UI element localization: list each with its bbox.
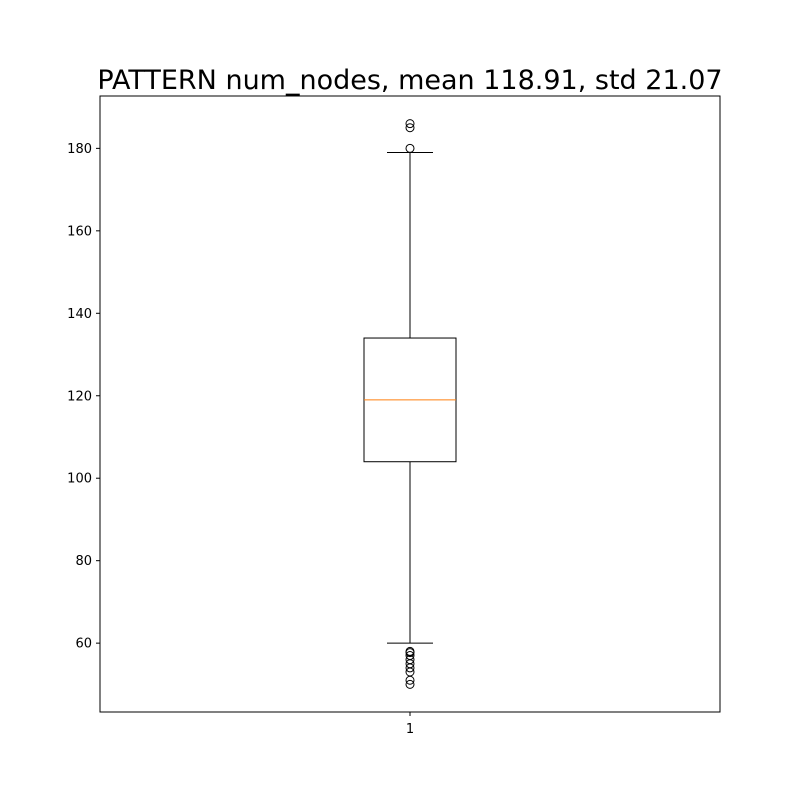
y-tick-label: 120 bbox=[67, 389, 92, 404]
y-tick-label: 160 bbox=[67, 224, 92, 239]
y-axis: 60 80 100 120 140 160 180 bbox=[67, 142, 100, 652]
y-tick-label: 80 bbox=[75, 554, 92, 569]
x-tick-label: 1 bbox=[406, 722, 414, 737]
y-tick-label: 180 bbox=[67, 142, 92, 157]
y-tick-label: 60 bbox=[75, 637, 92, 652]
outlier-point bbox=[405, 123, 415, 133]
chart-title: PATTERN num_nodes, mean 118.91, std 21.0… bbox=[97, 65, 722, 96]
outlier-point bbox=[405, 651, 415, 661]
y-tick-label: 140 bbox=[67, 307, 92, 322]
outlier-point bbox=[405, 143, 415, 153]
plot-marks bbox=[363, 119, 457, 689]
x-axis: 1 bbox=[406, 712, 414, 737]
plot-frame bbox=[99, 95, 721, 713]
y-tick-label: 100 bbox=[67, 472, 92, 487]
outlier-point bbox=[405, 646, 415, 656]
outlier-point bbox=[405, 679, 415, 689]
outlier-point bbox=[405, 119, 415, 129]
